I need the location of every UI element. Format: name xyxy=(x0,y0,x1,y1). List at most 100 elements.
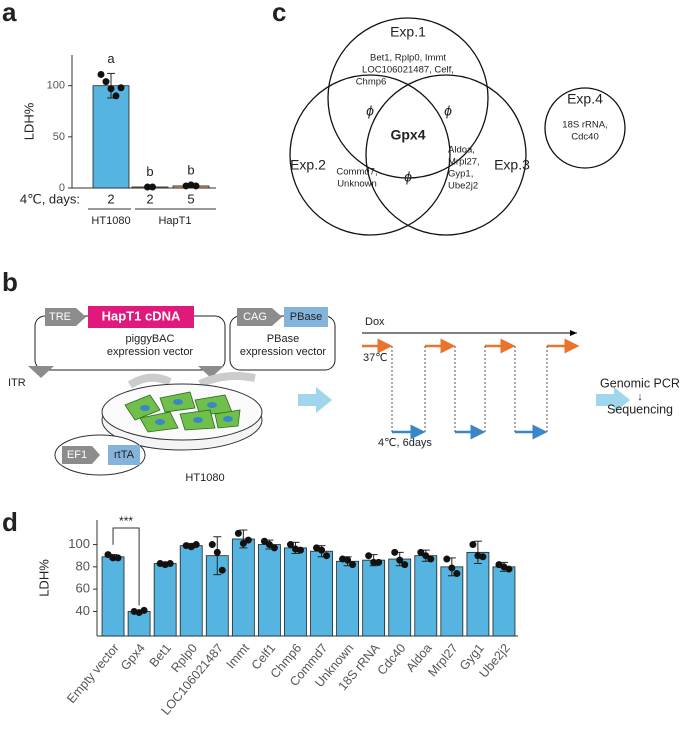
bar xyxy=(153,563,177,637)
venn-circle xyxy=(327,17,489,179)
cell-label: HT1080 xyxy=(185,472,224,484)
data-point xyxy=(427,555,435,563)
data-point xyxy=(218,566,226,574)
cdna-box xyxy=(88,306,194,328)
flow-arrow xyxy=(298,387,332,413)
group-label: HT1080 xyxy=(91,215,130,227)
bar xyxy=(492,566,516,637)
group-letter: a xyxy=(107,51,115,66)
schematic: TRE HapT1 cDNA piggyBAC expression vecto… xyxy=(8,306,680,484)
promoter-label: CAG xyxy=(243,311,267,323)
data-point xyxy=(244,536,252,544)
data-point xyxy=(396,556,404,564)
set-genes: Gyp1, xyxy=(448,169,473,180)
phase-switch xyxy=(391,346,548,432)
transfect-arrow xyxy=(127,373,172,389)
set-genes: Chmp6 xyxy=(356,77,387,88)
y-tick-label: 40 xyxy=(76,603,90,618)
group-letter: b xyxy=(187,162,194,177)
set-name: Exp.4 xyxy=(567,91,603,107)
data-point xyxy=(318,546,326,554)
x-tick-label: Empty vector xyxy=(64,641,122,706)
venn-circle xyxy=(544,87,626,169)
y-tick-label: 50 xyxy=(53,131,65,143)
x-row-label: 4℃, days: xyxy=(20,191,80,206)
bar xyxy=(414,555,438,637)
set-name: Exp.3 xyxy=(494,157,530,173)
set-genes: Cdc40 xyxy=(571,132,598,143)
data-point xyxy=(239,539,247,547)
y-tick-label: 0 xyxy=(59,182,65,194)
data-point xyxy=(422,552,430,560)
venn-circle xyxy=(365,74,527,236)
promoter-arrow xyxy=(237,308,282,326)
bar xyxy=(179,545,203,637)
bar xyxy=(362,559,386,637)
set-name: Exp.2 xyxy=(290,157,326,173)
data-point xyxy=(265,541,273,549)
promoter-arrow xyxy=(45,308,86,326)
data-point xyxy=(448,564,456,572)
x-tick-label: Immt xyxy=(224,641,253,672)
data-point xyxy=(370,558,378,566)
bar xyxy=(310,550,333,637)
panel-letter: d xyxy=(2,507,18,537)
data-point xyxy=(104,551,112,559)
data-point xyxy=(192,182,200,190)
data-point xyxy=(479,553,487,561)
vector-label: expression vector xyxy=(240,346,327,358)
data-point xyxy=(234,529,242,537)
data-point xyxy=(443,555,451,563)
data-point xyxy=(286,541,294,549)
vector-label: expression vector xyxy=(107,346,194,358)
data-point xyxy=(213,548,221,556)
data-point xyxy=(192,541,200,549)
panel-letter: c xyxy=(272,0,286,27)
data-point xyxy=(375,558,383,566)
venn-circle xyxy=(289,74,451,236)
vector-loop xyxy=(229,315,336,371)
set-genes: Bet1, Rplp0, Immt xyxy=(370,53,446,64)
data-point xyxy=(365,552,373,560)
itr xyxy=(198,366,224,378)
data-point xyxy=(391,548,399,556)
set-name: Exp.1 xyxy=(390,24,426,40)
temp-label: 4℃, 6days xyxy=(378,437,432,449)
x-tick-label: Gpx4 xyxy=(118,641,148,673)
set-genes: 18S rRNA, xyxy=(562,120,607,131)
data-point xyxy=(107,85,115,93)
set-genes: Unknown xyxy=(337,179,377,190)
data-point xyxy=(144,183,151,191)
gene-label: PBase xyxy=(290,311,322,323)
set-genes: Aldoa, xyxy=(448,145,475,156)
data-point xyxy=(102,78,110,86)
itr-label: ITR xyxy=(8,377,26,389)
vector-label: PBase xyxy=(267,333,299,345)
significance-label: *** xyxy=(119,514,133,528)
venn: Exp.1 Bet1, Rplp0, Immt LOC106021487, Ce… xyxy=(289,17,626,236)
vector-label: piggyBAC xyxy=(126,333,175,345)
bar xyxy=(101,556,125,637)
gene-box xyxy=(108,445,140,465)
x-tick-label: 5 xyxy=(187,191,194,206)
x-tick-label: Cdc40 xyxy=(375,641,409,678)
x-tick-label: 2 xyxy=(146,191,153,206)
bar xyxy=(388,558,412,637)
data-point xyxy=(401,561,409,569)
set-genes: Commd7, xyxy=(336,167,377,178)
y-tick-label: 100 xyxy=(47,80,65,92)
data-point xyxy=(453,570,461,578)
set-genes: Ube2j2 xyxy=(448,181,478,192)
intersection: ϕ xyxy=(404,169,412,185)
gene-box xyxy=(284,307,328,327)
data-point xyxy=(114,554,122,562)
gene-label: rtTA xyxy=(114,449,135,461)
nuclei xyxy=(140,399,233,425)
intersection: ϕ xyxy=(444,103,452,119)
panel-letter: b xyxy=(2,267,18,297)
data-point xyxy=(97,70,105,78)
bar xyxy=(284,547,307,637)
cdna-label: HapT1 cDNA xyxy=(102,308,181,323)
y-axis-label: LDH% xyxy=(36,559,51,597)
